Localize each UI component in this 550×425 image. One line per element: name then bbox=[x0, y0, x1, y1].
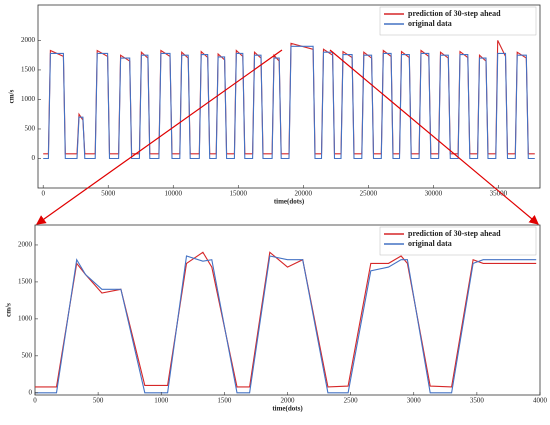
x-tick-label: 2000 bbox=[281, 397, 296, 405]
y-tick-label: 500 bbox=[25, 125, 36, 133]
x-tick-label: 30000 bbox=[425, 190, 443, 198]
x-tick-label: 15000 bbox=[230, 190, 248, 198]
zoom-arrow bbox=[329, 49, 539, 225]
legend-box bbox=[379, 226, 537, 256]
x-tick-label: 500 bbox=[93, 397, 104, 405]
series-line bbox=[43, 45, 535, 160]
x-tick-label: 20000 bbox=[295, 190, 313, 198]
y-tick-label: 2000 bbox=[18, 241, 33, 249]
y-tick-label: 0 bbox=[32, 154, 36, 162]
zoom-arrow bbox=[36, 49, 283, 225]
x-tick-label: 2500 bbox=[344, 397, 359, 405]
y-tick-label: 2000 bbox=[21, 36, 36, 44]
x-axis-label: time(dots) bbox=[272, 405, 303, 413]
x-tick-label: 0 bbox=[33, 397, 37, 405]
legend-label: prediction of 30-step ahead bbox=[408, 229, 501, 238]
x-tick-label: 5000 bbox=[101, 190, 116, 198]
x-tick-label: 0 bbox=[41, 190, 45, 198]
x-axis-label: time(dots) bbox=[274, 198, 305, 206]
y-tick-label: 1000 bbox=[21, 95, 36, 103]
y-tick-label: 500 bbox=[22, 351, 33, 359]
y-axis-label: cm/s bbox=[5, 303, 13, 317]
y-tick-label: 1500 bbox=[21, 66, 36, 74]
legend-label: original data bbox=[408, 239, 452, 248]
legend-label: prediction of 30-step ahead bbox=[408, 9, 501, 18]
x-tick-label: 3500 bbox=[470, 397, 485, 405]
y-axis-label: cm/s bbox=[8, 89, 16, 103]
x-tick-label: 4000 bbox=[533, 397, 548, 405]
x-tick-label: 25000 bbox=[360, 190, 378, 198]
x-tick-label: 1000 bbox=[154, 397, 169, 405]
y-tick-label: 1000 bbox=[18, 314, 33, 322]
x-tick-label: 3000 bbox=[407, 397, 422, 405]
y-tick-label: 0 bbox=[29, 388, 33, 396]
x-tick-label: 1500 bbox=[217, 397, 232, 405]
y-tick-label: 1500 bbox=[18, 278, 33, 286]
series-line bbox=[43, 40, 535, 155]
series-line bbox=[35, 255, 537, 394]
x-tick-label: 10000 bbox=[165, 190, 183, 198]
legend-box bbox=[379, 6, 537, 36]
legend-label: original data bbox=[408, 19, 452, 28]
x-tick-label: 35000 bbox=[490, 190, 508, 198]
